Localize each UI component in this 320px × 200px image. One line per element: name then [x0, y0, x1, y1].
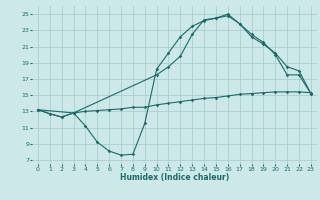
- X-axis label: Humidex (Indice chaleur): Humidex (Indice chaleur): [120, 173, 229, 182]
